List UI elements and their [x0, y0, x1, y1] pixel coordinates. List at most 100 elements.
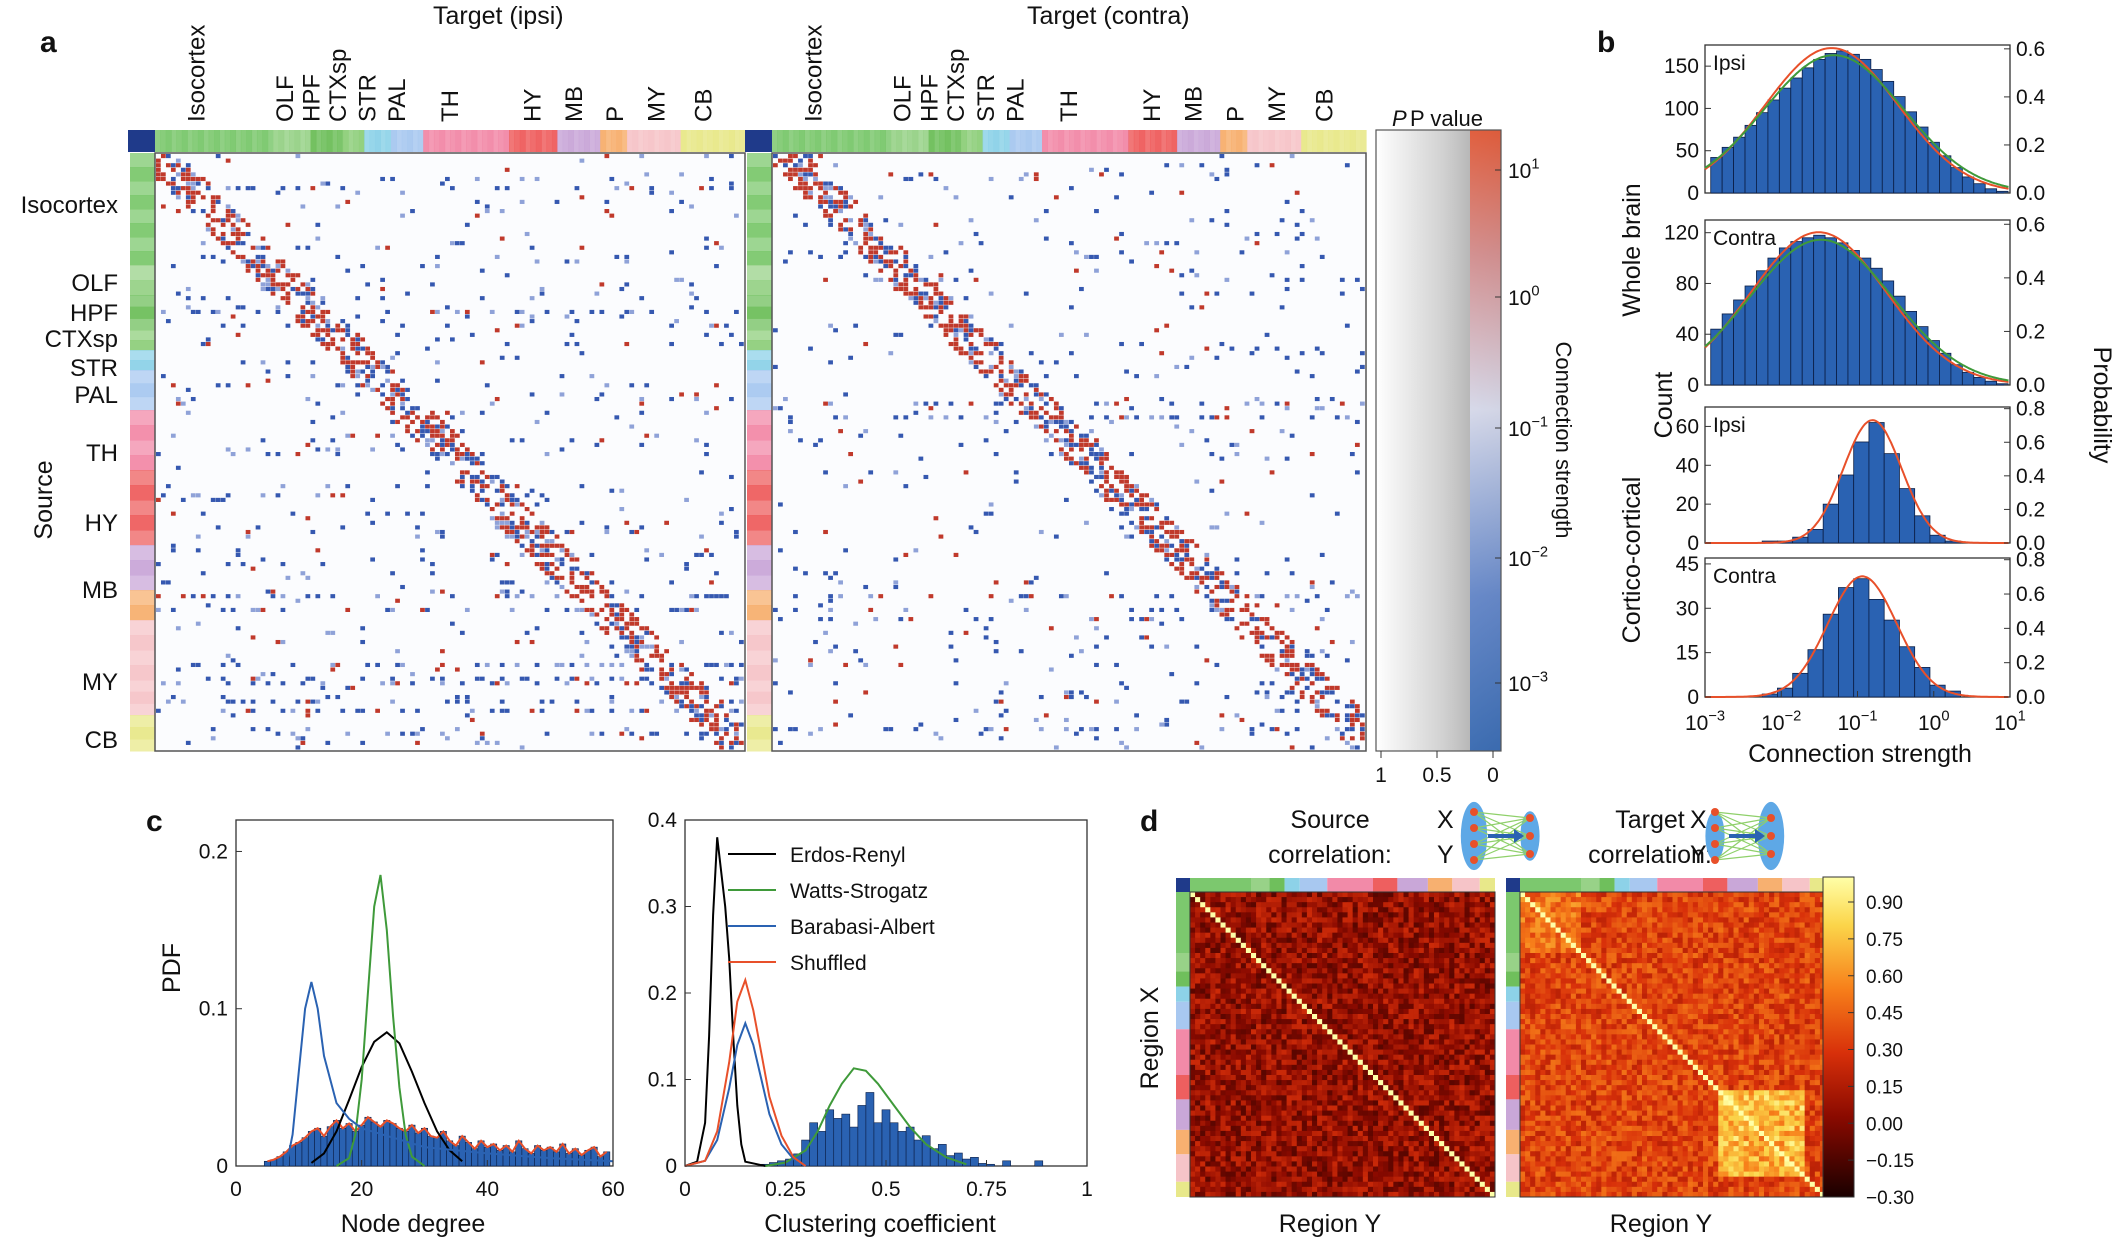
correlation-cell: [1444, 917, 1450, 923]
correlation-cell: [1367, 897, 1374, 903]
correlation-cell: [1296, 973, 1303, 979]
connection-cell: [998, 690, 1004, 695]
correlation-cell: [1240, 932, 1247, 939]
connection-cell: [529, 543, 535, 548]
connection-cell: [370, 447, 376, 452]
connection-cell: [420, 429, 425, 434]
connection-cell: [1284, 672, 1290, 677]
correlation-cell: [1317, 983, 1323, 989]
correlation-cell: [1200, 993, 1206, 1000]
connection-cell: [1174, 525, 1180, 530]
connection-cell: [1099, 172, 1104, 177]
correlation-cell: [1439, 937, 1445, 944]
correlation-cell: [1444, 947, 1450, 954]
source-color-swatch: [747, 340, 772, 351]
correlation-cell: [1210, 988, 1216, 994]
connection-cell: [1194, 575, 1200, 580]
connection-cell: [529, 314, 535, 319]
connection-cell: [1074, 250, 1079, 255]
correlation-cell: [1428, 973, 1435, 979]
connection-cell: [808, 662, 813, 668]
connection-cell: [913, 410, 919, 415]
correlation-cell: [1449, 912, 1455, 918]
correlation-cell: [1261, 953, 1267, 959]
connection-cell: [156, 497, 161, 502]
connection-cell: [863, 273, 869, 278]
connection-cell: [1174, 424, 1180, 429]
correlation-cell: [1296, 978, 1303, 984]
correlation-cell: [1337, 1019, 1343, 1025]
correlation-cell: [1210, 963, 1216, 969]
connection-cell: [1209, 452, 1215, 457]
connection-cell: [1109, 465, 1114, 470]
connection-cell: [1074, 442, 1079, 447]
connection-cell: [539, 548, 545, 553]
connection-cell: [474, 213, 480, 218]
connection-cell: [913, 273, 919, 278]
correlation-cell: [1403, 953, 1409, 959]
connection-cell: [619, 676, 625, 681]
connection-cell: [190, 195, 196, 200]
connection-cell: [978, 369, 984, 374]
connection-cell: [868, 245, 874, 250]
correlation-cell: [1256, 922, 1262, 928]
correlation-cell: [1195, 932, 1201, 939]
connection-cell: [165, 580, 171, 585]
fit-curve-red: [1705, 575, 2009, 698]
connection-cell: [928, 415, 934, 420]
correlation-cell: [1200, 958, 1206, 964]
correlation-cell: [1393, 993, 1399, 1000]
connection-cell: [335, 452, 341, 457]
model-line: [684, 976, 807, 1167]
correlation-cell: [1301, 1024, 1308, 1030]
connection-cell: [1104, 474, 1109, 480]
pdf-bar: [841, 1113, 851, 1167]
correlation-cell: [1312, 983, 1318, 989]
correlation-cell: [1332, 907, 1338, 913]
pdf-bar: [897, 1131, 907, 1167]
correlation-cell: [1210, 942, 1216, 949]
correlation-cell: [1240, 963, 1247, 969]
connection-cell: [788, 415, 793, 420]
correlation-cell: [1286, 932, 1292, 939]
connection-cell: [1114, 195, 1119, 200]
target-color-swatch: [530, 130, 537, 152]
connection-cell: [195, 621, 201, 626]
connection-cell: [310, 314, 316, 319]
ipsi-connectivity-matrix: [156, 154, 744, 750]
correlation-cell: [1403, 988, 1409, 994]
connection-cell: [430, 676, 435, 681]
left-tick-label: 60: [1676, 415, 1699, 438]
correlation-cell: [1215, 907, 1221, 913]
target-color-swatch: [982, 130, 989, 152]
correlation-cell: [1367, 963, 1374, 969]
pdf-bar: [301, 1137, 309, 1167]
correlation-cell: [1296, 963, 1303, 969]
target-color-swatch: [923, 130, 930, 152]
connection-cell: [729, 699, 734, 704]
connection-cell: [579, 484, 585, 489]
connection-cell: [788, 727, 793, 732]
connection-cell: [1089, 442, 1094, 447]
correlation-cell: [1388, 1008, 1394, 1015]
pdf-bar: [913, 1139, 923, 1167]
target-color-swatch: [353, 130, 360, 152]
legend-label: Watts-Strogatz: [790, 880, 928, 903]
target-color-swatch: [423, 130, 430, 152]
connection-cell: [1079, 438, 1084, 443]
connection-cell: [1043, 401, 1049, 406]
connection-cell: [1018, 594, 1024, 599]
connection-cell: [1239, 607, 1245, 613]
target-color-swatch: [1101, 130, 1108, 152]
connection-cell: [624, 621, 630, 626]
correlation-cell: [1418, 988, 1425, 994]
correlation-cell: [1459, 1003, 1465, 1010]
connection-cell: [175, 195, 181, 200]
connection-cell: [220, 222, 226, 227]
connection-cell: [873, 277, 879, 282]
connection-cell: [709, 552, 714, 557]
connection-cell: [948, 341, 954, 347]
connection-cell: [684, 694, 689, 700]
connection-cell: [190, 172, 196, 177]
target-color-swatch: [728, 130, 735, 152]
